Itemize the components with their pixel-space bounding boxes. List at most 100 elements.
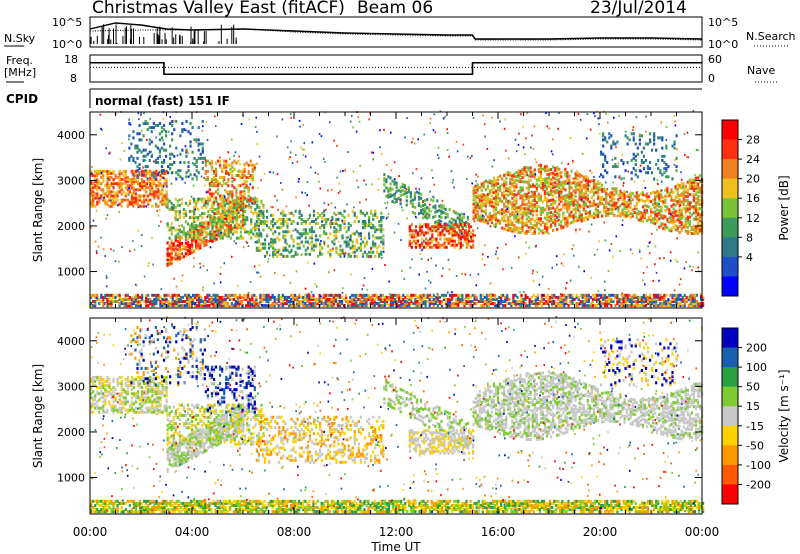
power-cell <box>486 192 489 196</box>
freq-panel-frame <box>89 54 703 83</box>
power-cell <box>247 186 250 190</box>
power-cell <box>120 299 123 303</box>
power-cell <box>451 297 454 301</box>
power-cell <box>690 227 693 231</box>
power-cell <box>391 199 394 203</box>
power-cell <box>171 152 174 156</box>
power-cell <box>106 297 109 301</box>
power-cell <box>617 199 620 203</box>
power-cell <box>603 206 606 210</box>
power-cell <box>670 188 673 192</box>
power-cell <box>631 192 634 196</box>
power-cell <box>300 222 303 226</box>
power-cell <box>663 160 666 164</box>
power-cell <box>680 182 683 186</box>
power-cell <box>543 185 547 189</box>
power-cell <box>535 205 538 209</box>
power-cell <box>156 124 160 128</box>
power-cell <box>414 229 418 233</box>
power-cell <box>126 188 129 192</box>
power-cell <box>560 183 563 187</box>
power-cell <box>592 201 596 205</box>
power-cell <box>393 302 397 306</box>
power-cell <box>552 185 555 189</box>
power-cell <box>292 213 295 217</box>
power-cell <box>98 182 101 186</box>
power-cell <box>269 297 272 301</box>
nsky-tick-high: 10^5 <box>52 16 83 29</box>
power-cell <box>106 188 109 192</box>
power-cell <box>440 209 443 213</box>
power-cell <box>428 297 431 301</box>
power-cell <box>412 229 416 233</box>
power-cell <box>159 169 162 173</box>
power-cell <box>382 228 385 232</box>
power-cell <box>520 297 523 301</box>
power-cell <box>572 207 575 211</box>
power-cell <box>323 230 326 234</box>
power-cell <box>444 299 448 303</box>
power-cell <box>621 212 624 216</box>
power-cell <box>223 159 226 163</box>
power-cell <box>552 202 555 206</box>
power-cell <box>225 171 228 175</box>
power-cell <box>656 202 659 206</box>
power-cell <box>568 186 571 190</box>
power-cell <box>670 221 673 225</box>
power-cell <box>652 221 655 225</box>
power-cell <box>574 172 577 176</box>
power-cell <box>639 198 642 202</box>
power-cell <box>214 293 217 297</box>
power-cell <box>154 144 157 148</box>
power-cell <box>499 219 502 223</box>
power-cell <box>428 215 431 219</box>
power-cell <box>480 196 483 200</box>
power-cell <box>231 204 234 208</box>
power-cell <box>524 297 527 301</box>
power-cell <box>310 304 313 308</box>
power-cell <box>572 203 575 207</box>
power-cell <box>158 150 162 154</box>
power-cell <box>550 188 553 192</box>
power-cell <box>536 304 539 308</box>
power-cell <box>126 186 129 190</box>
power-cell <box>383 177 386 181</box>
power-cell <box>345 297 348 301</box>
power-cell <box>676 228 679 232</box>
power-cell <box>338 299 342 303</box>
power-cell <box>141 169 144 173</box>
power-cell <box>116 184 119 188</box>
power-cell <box>449 293 452 297</box>
power-cell <box>197 148 200 152</box>
power-cell <box>626 160 629 164</box>
power-cell <box>153 304 156 308</box>
power-cell <box>152 171 155 175</box>
power-cell <box>374 236 377 240</box>
power-cell <box>576 200 579 204</box>
power-cell <box>398 299 401 303</box>
power-cell <box>431 225 434 229</box>
power-cell <box>562 197 565 201</box>
power-cell <box>308 228 311 232</box>
power-cell <box>568 197 571 201</box>
power-cell <box>476 183 479 187</box>
power-cell <box>539 217 543 221</box>
power-cell <box>445 227 448 231</box>
power-cell <box>506 302 509 306</box>
power-cell <box>155 192 158 196</box>
power-cell <box>304 240 307 244</box>
power-cell <box>533 193 536 197</box>
power-cell <box>473 295 476 299</box>
power-cell <box>547 168 551 172</box>
power-cell <box>435 245 438 249</box>
power-cell <box>379 293 382 297</box>
power-cell <box>430 295 433 299</box>
power-cell <box>602 144 605 148</box>
power-cell <box>461 223 464 227</box>
power-cell <box>197 245 200 249</box>
power-cell <box>210 159 214 163</box>
power-cell <box>292 240 295 244</box>
power-cell <box>141 186 144 190</box>
power-cell <box>531 195 534 199</box>
power-cell <box>571 302 574 306</box>
